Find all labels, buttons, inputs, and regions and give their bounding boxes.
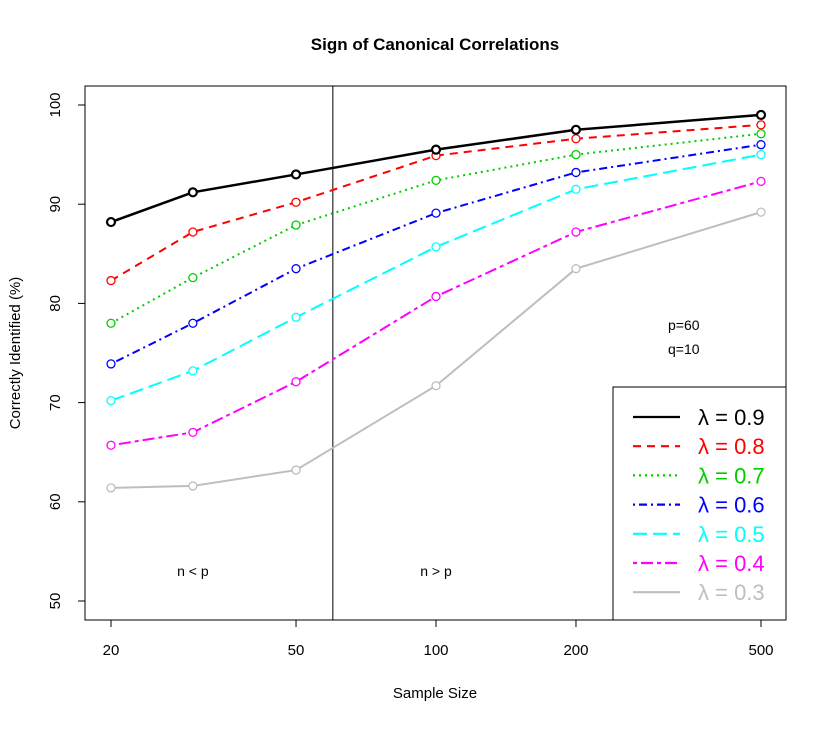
data-point [571,264,581,274]
data-point [106,318,116,328]
data-point [291,465,301,475]
legend-label: λ = 0.7 [698,463,765,488]
annotation: n < p [177,563,209,579]
series-line [110,153,762,402]
data-point [106,359,116,369]
legend-label: λ = 0.6 [698,493,765,518]
annotation: n > p [420,563,452,579]
data-point [431,291,441,302]
legend-label: λ = 0.8 [698,434,765,459]
data-point [756,176,766,187]
data-point [571,134,581,144]
legend-label: λ = 0.5 [698,522,765,547]
data-point [430,144,442,155]
data-point [188,227,198,237]
x-axis-label: Sample Size [393,685,477,702]
data-point [291,377,301,387]
legend-label: λ = 0.4 [698,551,765,576]
legend-label: λ = 0.3 [698,580,765,605]
data-point [571,184,581,194]
data-point [571,227,581,237]
y-tick-label: 100 [47,92,64,117]
x-tick-label: 100 [423,642,448,659]
annotation: q=10 [668,341,700,357]
y-tick-label: 80 [47,295,64,312]
data-point [290,169,302,180]
data-point [291,197,301,207]
data-point [291,312,301,322]
y-tick-label: 50 [47,593,64,610]
data-point [188,318,198,328]
data-point [188,272,198,283]
x-tick-label: 20 [103,642,120,659]
x-tick-label: 50 [288,642,305,659]
data-point [291,264,301,274]
data-point [570,124,582,135]
data-point [106,483,116,493]
series-line [110,211,762,489]
data-point [431,242,441,252]
series-line [110,143,762,365]
data-point [187,187,198,198]
data-point [756,149,766,160]
y-tick-label: 60 [47,493,64,510]
data-point [431,208,441,218]
annotation: p=60 [668,317,700,333]
data-point [756,140,766,150]
data-point [756,120,766,130]
data-point [755,109,767,121]
data-point [571,167,581,178]
data-point [106,275,116,286]
data-point [571,149,581,160]
data-point [188,366,198,376]
series-line [110,123,762,282]
data-point [431,175,441,186]
y-tick-label: 70 [47,394,64,411]
data-point [105,216,117,228]
chart-title: Sign of Canonical Correlations [311,35,559,54]
data-point [106,395,116,406]
series-line [110,113,762,224]
data-point [756,129,766,139]
series-line [110,132,762,325]
series-line [110,180,762,447]
x-tick-label: 500 [748,642,773,659]
legend-label: λ = 0.9 [698,405,765,430]
data-point [431,381,441,391]
y-tick-label: 90 [47,196,64,213]
legend: λ = 0.9 λ = 0.8 λ = 0.7 λ = 0.6 λ = 0.5 λ = 0… [612,386,787,621]
data-point [188,481,198,491]
data-point [106,440,116,450]
data-point [756,207,766,217]
data-point [291,220,301,230]
data-point [188,427,198,438]
x-tick-label: 200 [563,642,588,659]
y-axis-label: Correctly Identified (%) [7,277,24,430]
